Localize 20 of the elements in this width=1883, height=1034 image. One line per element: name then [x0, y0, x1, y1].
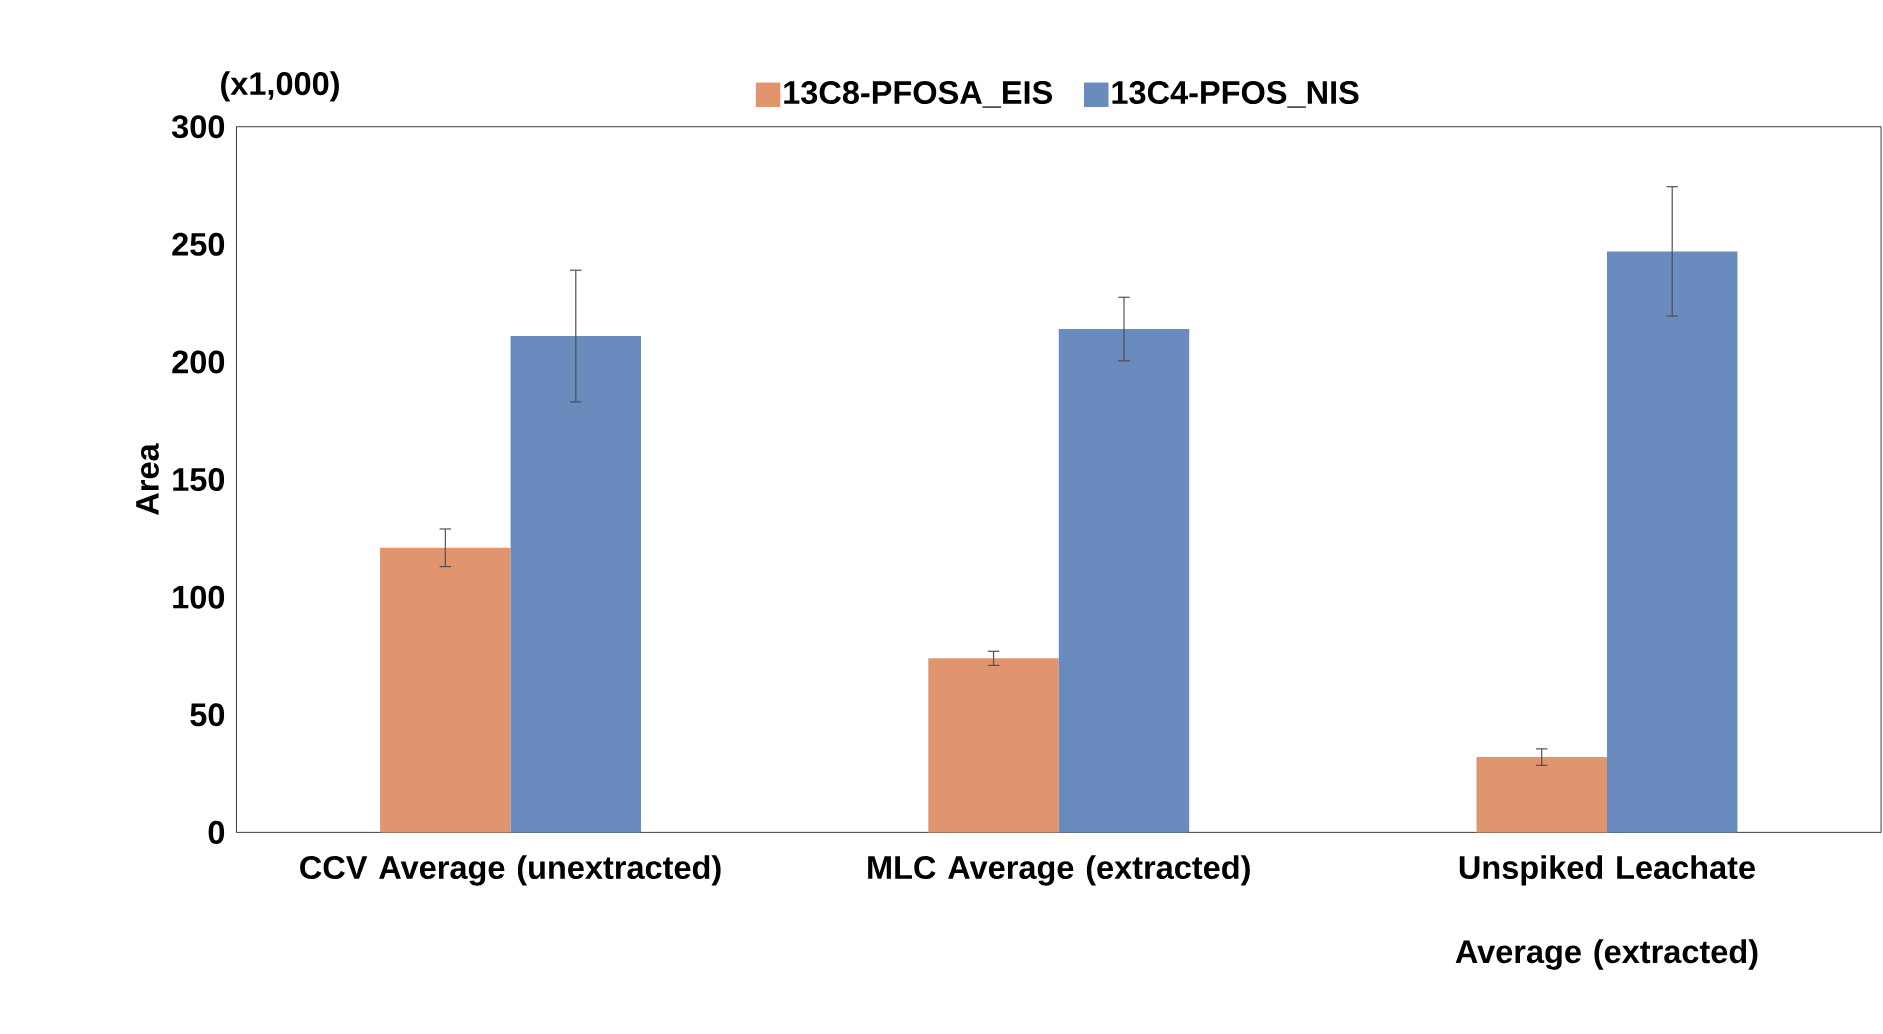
y-axis-title: Area — [136, 443, 159, 515]
y-tick-label: 200 — [172, 350, 225, 374]
y-tick-label: 100 — [173, 585, 225, 609]
bar — [380, 547, 511, 833]
y-tick-label: 300 — [171, 115, 225, 139]
y-tick-label: 0 — [208, 820, 225, 844]
bar — [928, 658, 1059, 833]
category-label: Unspiked Leachate Average (extracted) — [1455, 855, 1758, 970]
bar — [1476, 757, 1607, 833]
bar — [1606, 251, 1738, 833]
y-tick-label: 50 — [190, 703, 225, 727]
bar — [1058, 329, 1190, 833]
legend-label: 13C4-PFOS_NIS — [1112, 81, 1359, 108]
y-tick-label: 150 — [173, 468, 225, 492]
bar — [510, 336, 642, 833]
x-tick-label: CCV Average (unextracted) — [300, 855, 721, 886]
y-tick-label: 250 — [172, 232, 225, 256]
text: (x1,000) — [221, 71, 339, 102]
legend-label: 13C8-PFOSA_EIS — [784, 81, 1053, 108]
x-tick-label: MLC Average (extracted) — [868, 855, 1250, 886]
